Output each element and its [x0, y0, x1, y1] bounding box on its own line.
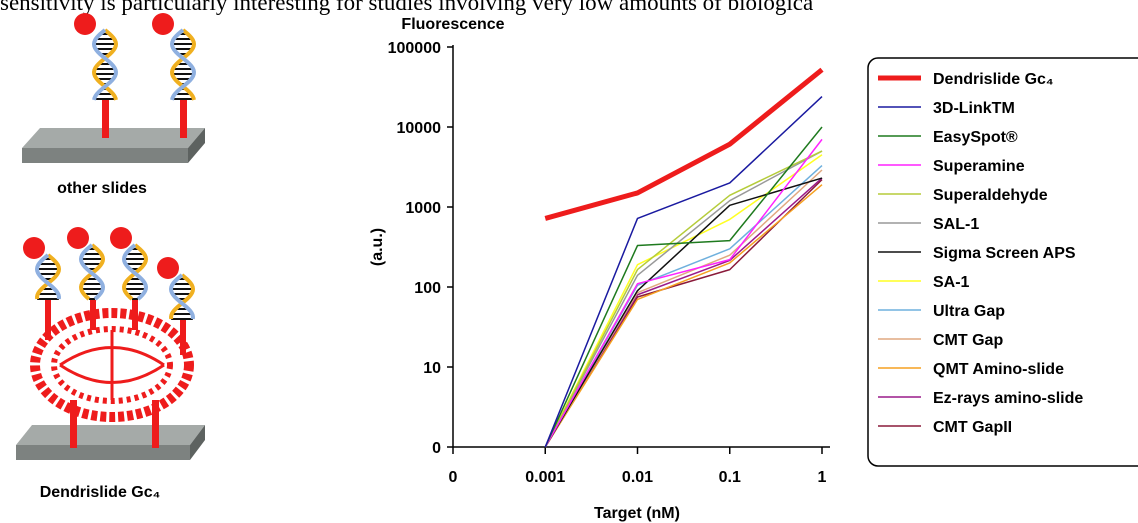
dna-strand	[121, 243, 149, 301]
series-line	[544, 177, 823, 448]
x-tick-label: 0	[449, 469, 458, 486]
legend-label: Ultra Gap	[933, 303, 1005, 320]
series-line	[544, 184, 823, 448]
y-tick-label: 100	[414, 280, 441, 297]
legend-label: 3D-LinkTM	[933, 100, 1015, 117]
dna-strand	[168, 273, 196, 320]
y-title: Fluorescence	[401, 16, 504, 33]
dendrimer-core	[59, 330, 165, 400]
legend-label: Superamine	[933, 158, 1025, 175]
legend-label: Sigma Screen APS	[933, 245, 1076, 262]
series-line	[544, 138, 823, 448]
label-bead	[23, 237, 45, 259]
linker	[90, 300, 96, 330]
y-tick-label: 100000	[388, 40, 441, 57]
slide-top	[22, 128, 205, 148]
dna-strand	[169, 28, 197, 101]
slide-front	[22, 148, 188, 163]
label-bead	[152, 13, 174, 35]
x-tick-label: 0.1	[719, 469, 741, 486]
dna-strand	[91, 28, 119, 101]
label-bead	[157, 257, 179, 279]
label-bead	[74, 13, 96, 35]
legend-label: CMT Gap	[933, 332, 1003, 349]
series-line	[544, 126, 823, 448]
linker	[70, 400, 77, 448]
dna-strand	[34, 253, 62, 300]
dendrimer	[30, 308, 194, 422]
series-line	[544, 169, 823, 448]
series-line	[544, 150, 823, 448]
dna-strand	[168, 273, 196, 320]
linker	[102, 100, 109, 138]
legend-label: CMT GapII	[933, 419, 1012, 436]
slide-side	[190, 425, 205, 460]
slide-side	[188, 128, 205, 163]
slide-top	[16, 425, 205, 445]
y-tick-label: 10	[423, 360, 441, 377]
legend-label: EasySpot®	[933, 129, 1018, 146]
linker	[152, 400, 159, 448]
legend-label: Ez-rays amino-slide	[933, 390, 1083, 407]
x-axis-label: Target (nM)	[594, 505, 680, 522]
header-text: sensitivity is particularly interesting …	[0, 0, 813, 15]
dna-strand	[34, 253, 62, 300]
series-line	[544, 67, 824, 221]
x-tick-label: 0.01	[622, 469, 653, 486]
chart: Fluorescence (a.u.) Target (nM) 01010010…	[369, 16, 1138, 522]
caption: Dendrislide Gc₄	[40, 484, 161, 501]
slide-front	[16, 445, 190, 460]
dna-strand	[91, 28, 119, 101]
y-tick-label: 1000	[405, 200, 441, 217]
series-line	[544, 96, 823, 448]
series-line	[544, 177, 823, 448]
dna-strand	[169, 28, 197, 101]
y-tick-label: 10000	[397, 120, 442, 137]
illustration: other slides Dendrislide Gc₄	[16, 13, 205, 501]
linker	[180, 320, 186, 355]
legend-label: SAL-1	[933, 216, 979, 233]
legend-box	[867, 57, 1138, 467]
dna-strand	[78, 243, 106, 301]
y-tick-label: 0	[432, 440, 441, 457]
y-axis-label: (a.u.)	[369, 228, 386, 266]
label-bead	[110, 227, 132, 249]
x-tick-label: 0.001	[525, 469, 565, 486]
caption: other slides	[57, 180, 147, 197]
legend-label: Dendrislide Gc₄	[933, 71, 1054, 88]
linker	[180, 100, 187, 138]
series-line	[544, 154, 823, 448]
label-bead	[67, 227, 89, 249]
legend-label: Superaldehyde	[933, 187, 1048, 204]
legend-label: SA-1	[933, 274, 970, 291]
x-tick-label: 1	[818, 469, 827, 486]
series-line	[544, 150, 823, 448]
dendrimer	[51, 326, 173, 404]
legend-label: QMT Amino-slide	[933, 361, 1064, 378]
linker	[45, 300, 51, 340]
linker	[132, 300, 138, 330]
